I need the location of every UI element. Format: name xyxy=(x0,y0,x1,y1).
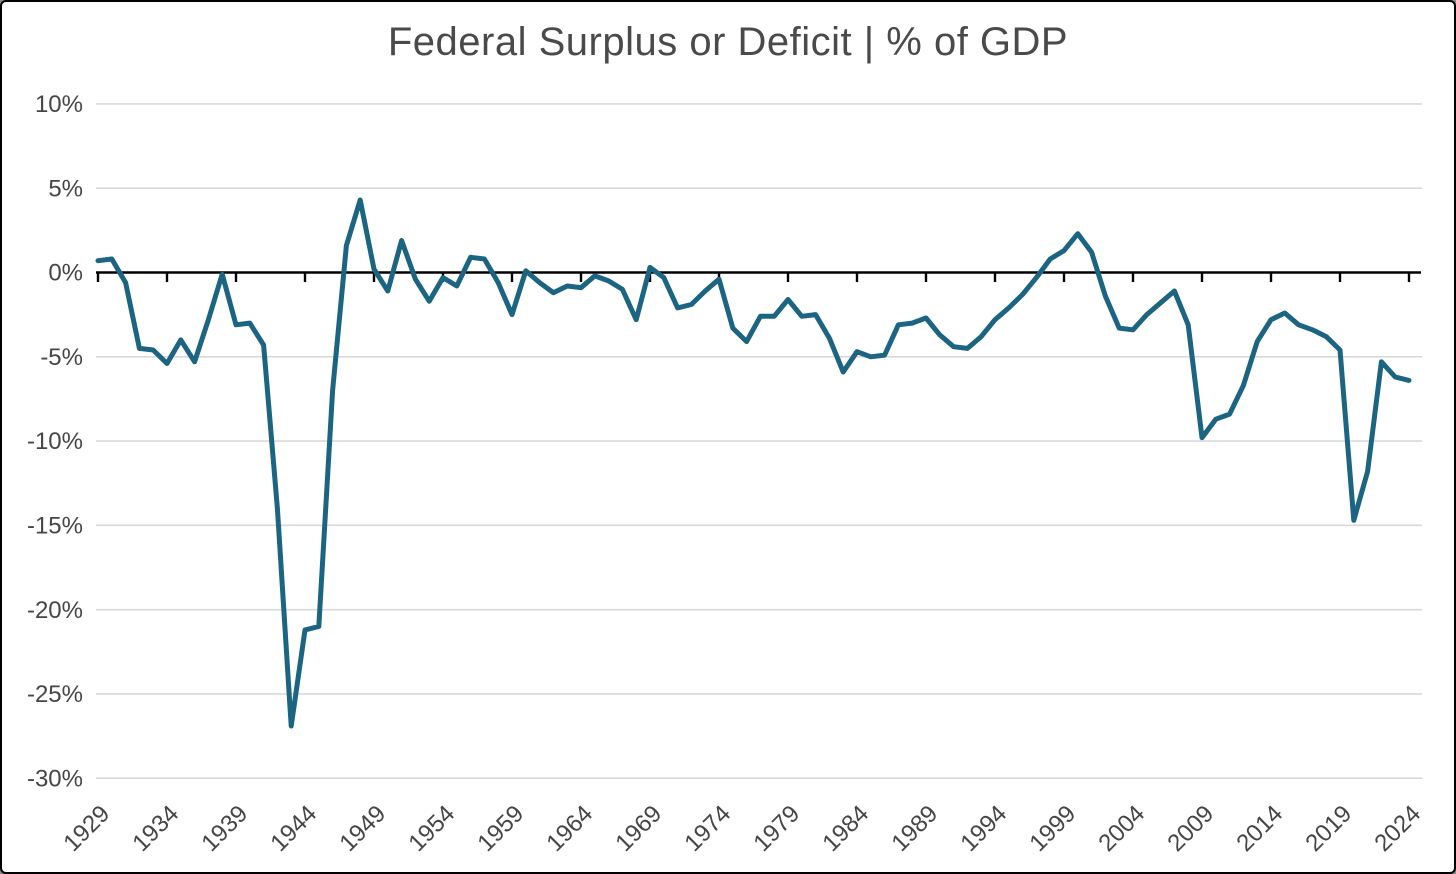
y-tick-label: 10% xyxy=(35,91,83,118)
y-tick-label: -10% xyxy=(27,428,83,455)
x-tick-label: 2024 xyxy=(1369,800,1426,857)
y-tick-label: -30% xyxy=(27,765,83,792)
data-line-series xyxy=(95,197,1412,729)
x-tick-label: 1949 xyxy=(334,800,391,857)
x-tick-label: 1979 xyxy=(748,800,805,857)
x-tick-label: 1929 xyxy=(58,800,115,857)
x-tick-label: 1939 xyxy=(196,800,253,857)
y-tick-label: 0% xyxy=(48,260,83,287)
x-tick-label: 1989 xyxy=(886,800,943,857)
x-tick-label: 1999 xyxy=(1024,800,1081,857)
x-tick-label: 2004 xyxy=(1093,800,1150,857)
x-tick-label: 2019 xyxy=(1300,800,1357,857)
x-tick-label: 1934 xyxy=(127,800,184,857)
x-tick-label: 2009 xyxy=(1162,800,1219,857)
x-tick-label: 1994 xyxy=(955,800,1012,857)
y-tick-label: 5% xyxy=(48,175,83,202)
y-tick-label: -5% xyxy=(40,344,83,371)
x-tick-label: 1944 xyxy=(265,800,322,857)
y-tick-label: -15% xyxy=(27,513,83,540)
y-tick-label: -20% xyxy=(27,597,83,624)
x-tick-label: 1954 xyxy=(403,800,460,857)
x-tick-label: 1964 xyxy=(541,800,598,857)
y-tick-label: -25% xyxy=(27,681,83,708)
chart-title: Federal Surplus or Deficit | % of GDP xyxy=(387,20,1069,64)
x-tick-label: 1969 xyxy=(610,800,667,857)
x-tick-label: 2014 xyxy=(1231,800,1288,857)
x-tick-label: 1959 xyxy=(472,800,529,857)
x-tick-label: 1974 xyxy=(679,800,736,857)
x-tick-label: 1984 xyxy=(817,800,874,857)
